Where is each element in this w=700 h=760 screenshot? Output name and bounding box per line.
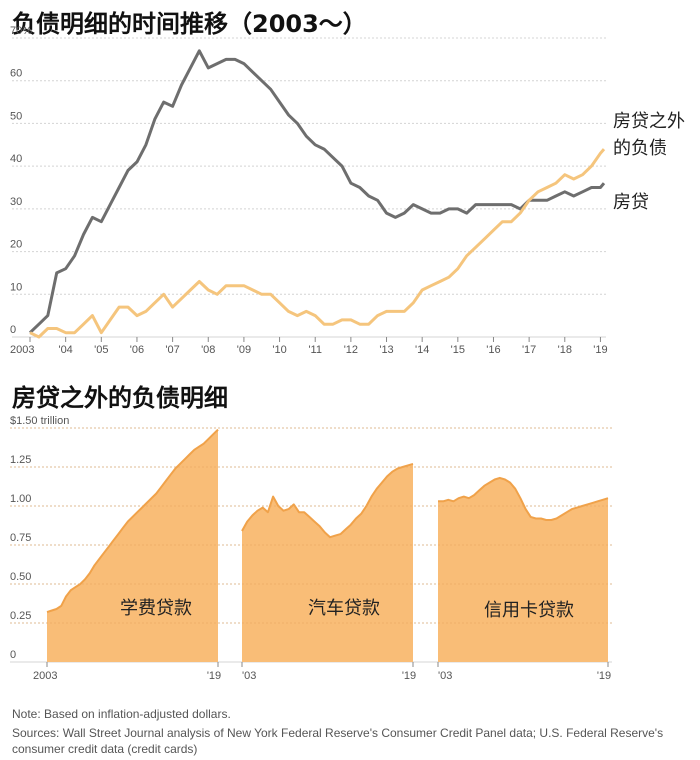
- x-tick-label: '17: [522, 344, 536, 356]
- area-chart-category-labels: 学费贷款 汽车贷款 信用卡贷款: [120, 598, 574, 621]
- series-label: 房贷: [613, 192, 649, 213]
- y-tick-label: 60: [10, 68, 22, 80]
- chart-title-non-mortgage-breakdown: 房贷之外的负债明细: [12, 384, 228, 412]
- footnote: Note: Based on inflation-adjusted dollar…: [12, 707, 231, 721]
- y-tick-label: 0.25: [10, 610, 31, 622]
- y-tick-label: 50: [10, 110, 22, 122]
- line-chart-grid: [12, 37, 606, 338]
- area-chart-x-ticks: 2003 '19 '03 '19 '03 '19: [33, 662, 611, 682]
- line-chart-y-ticks: 0 10 20 30 40 50 60 70%: [10, 25, 32, 336]
- category-label: 汽车贷款: [308, 598, 380, 619]
- category-label: 学费贷款: [120, 598, 192, 619]
- y-tick-label: 1.00: [10, 493, 31, 505]
- area-chart-grid-overlay: [10, 427, 612, 624]
- x-tick-label: '10: [272, 344, 286, 356]
- y-tick-label: 70%: [10, 25, 32, 37]
- x-tick-label: '19: [402, 670, 416, 682]
- x-tick-label: '03: [242, 670, 256, 682]
- line-chart-x-ticks: 2003 '04 '05 '06 '07 '08 '09 '10 '11 '12 '13 '14 '15…: [10, 337, 608, 356]
- area-edge-line: [46, 428, 219, 614]
- x-tick-label: '15: [451, 344, 465, 356]
- y-tick-label: 0: [10, 324, 16, 336]
- series-line-non-mortgage: [29, 148, 606, 339]
- area-chart-y-ticks: 0 0.25 0.50 0.75 1.00 1.25 $1.50 trillion: [10, 415, 69, 661]
- area-fill: [47, 429, 218, 662]
- y-tick-label: 0.50: [10, 571, 31, 583]
- x-tick-label: '13: [379, 344, 393, 356]
- x-tick-label: '06: [130, 344, 144, 356]
- y-tick-label: 40: [10, 153, 22, 165]
- y-tick-label: 10: [10, 281, 22, 293]
- x-tick-label: '12: [344, 344, 358, 356]
- series-label: 房贷之外: [613, 111, 685, 132]
- x-tick-label: '18: [558, 344, 572, 356]
- y-tick-label: 0.75: [10, 532, 31, 544]
- x-tick-label: '05: [94, 344, 108, 356]
- x-tick-label: '03: [438, 670, 452, 682]
- x-tick-label: 2003: [33, 670, 57, 682]
- area-fill: [438, 477, 608, 662]
- area-edge-line: [241, 462, 414, 539]
- series-label: 的负债: [613, 138, 667, 159]
- y-tick-label: 1.25: [10, 454, 31, 466]
- x-tick-label: '08: [201, 344, 215, 356]
- category-label: 信用卡贷款: [484, 600, 574, 621]
- x-tick-label: '16: [486, 344, 500, 356]
- x-tick-label: '19: [593, 344, 607, 356]
- y-tick-label: 30: [10, 196, 22, 208]
- y-tick-label: 0: [10, 649, 16, 661]
- y-tick-label: 20: [10, 239, 22, 251]
- x-tick-label: '19: [207, 670, 221, 682]
- x-tick-label: 2003: [10, 344, 34, 356]
- line-chart-series: [28, 49, 606, 339]
- x-tick-label: '19: [597, 670, 611, 682]
- area-fill: [242, 463, 413, 662]
- x-tick-label: '14: [415, 344, 429, 356]
- area-edge-line: [438, 476, 609, 521]
- sources: Sources: Wall Street Journal analysis of…: [12, 726, 664, 756]
- x-tick-label: '11: [308, 344, 322, 356]
- line-chart: 0 10 20 30 40 50 60 70% 2003 '04 '05 '06 '07 '08 '09 '…: [10, 25, 685, 356]
- area-chart-panels: [46, 428, 609, 662]
- x-tick-label: '09: [237, 344, 251, 356]
- chart-title-debt-over-time: 负债明细的时间推移（2003～）: [12, 10, 367, 38]
- y-tick-label: $1.50 trillion: [10, 415, 69, 427]
- x-tick-label: '04: [58, 344, 72, 356]
- series-line-mortgage: [28, 49, 606, 334]
- x-tick-label: '07: [165, 344, 179, 356]
- area-chart: 0 0.25 0.50 0.75 1.00 1.25 $1.50 trillion 2003…: [10, 415, 612, 682]
